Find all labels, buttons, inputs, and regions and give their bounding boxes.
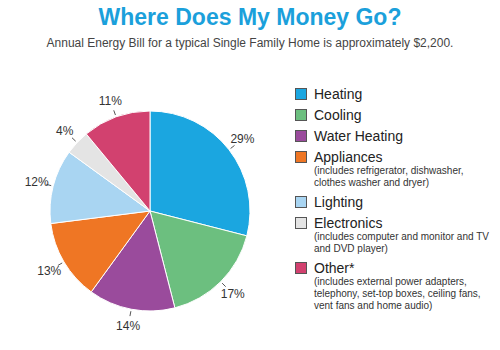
html-text:Heating: Heating: [314, 86, 363, 102]
html-text:Electronics: Electronics: [314, 215, 383, 231]
html-text:(includes refrigerator, dishwa: (includes refrigerator, dishwasher, clot…: [314, 165, 464, 188]
html-text:Annual Energy Bill for a typic: Annual Energy Bill for a typical Single …: [46, 36, 454, 50]
html-text:Lighting: Lighting: [314, 194, 363, 210]
svg-text:11%: 11%: [99, 94, 122, 108]
html-text:Cooling: Cooling: [314, 107, 362, 123]
svg-text:4%: 4%: [56, 124, 74, 138]
html-text:Where Does My Money Go?: Where Does My Money Go?: [98, 4, 402, 30]
html-text:Appliances: Appliances: [314, 149, 383, 165]
svg-text:17%: 17%: [221, 287, 245, 301]
svg-text:12%: 12%: [25, 175, 49, 189]
html-text:(includes external power adapt: (includes external power adapters, telep…: [314, 276, 481, 311]
svg-text:14%: 14%: [116, 319, 140, 333]
html-text:Water Heating: Water Heating: [314, 128, 403, 144]
svg-text:13%: 13%: [37, 264, 61, 278]
svg-text:29%: 29%: [230, 132, 254, 146]
html-text:Other*: Other*: [314, 260, 355, 276]
html-text:(includes computer and monitor: (includes computer and monitor and TV an…: [314, 231, 489, 254]
